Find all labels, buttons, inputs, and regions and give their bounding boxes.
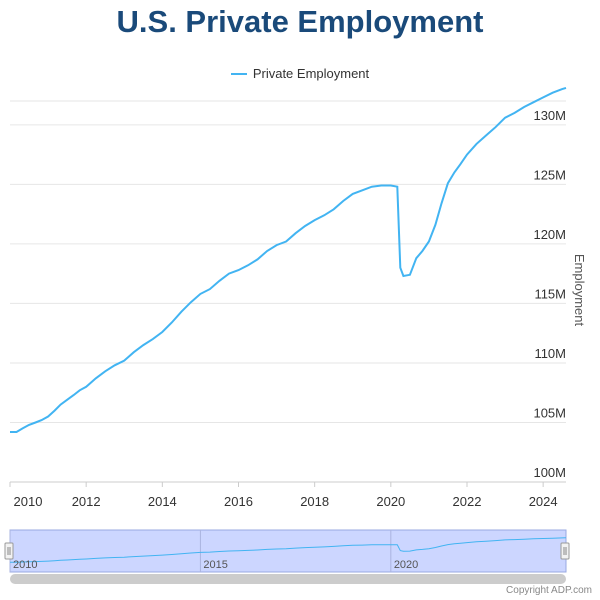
copyright-text: Copyright ADP.com bbox=[506, 585, 592, 596]
y-axis-title: Employment bbox=[572, 254, 587, 327]
x-tick-label: 2024 bbox=[529, 494, 558, 509]
navigator-handle-left[interactable] bbox=[4, 542, 14, 560]
y-tick-label: 125M bbox=[533, 167, 566, 182]
y-axis-ticks: 100M 105M 110M 115M 120M 125M 130M bbox=[533, 108, 566, 480]
y-tick-label: 100M bbox=[533, 465, 566, 480]
x-tick-label: 2014 bbox=[148, 494, 177, 509]
navigator-label: 2010 bbox=[13, 559, 37, 571]
x-tick-label: 2012 bbox=[72, 494, 101, 509]
chart-title: U.S. Private Employment bbox=[116, 4, 484, 39]
x-tick-label: 2016 bbox=[224, 494, 253, 509]
navigator-label: 2020 bbox=[394, 559, 418, 571]
legend[interactable]: Private Employment bbox=[0, 66, 600, 81]
x-tick-label: 2018 bbox=[300, 494, 329, 509]
navigator-selection[interactable] bbox=[9, 529, 567, 573]
y-tick-label: 110M bbox=[534, 346, 566, 361]
x-tick-label: 2022 bbox=[453, 494, 482, 509]
navigator-series-line bbox=[10, 537, 567, 563]
y-tick-label: 105M bbox=[533, 405, 566, 420]
y-tick-label: 115M bbox=[534, 286, 566, 301]
x-tick-label: 2020 bbox=[376, 494, 405, 509]
grid-lines bbox=[10, 100, 566, 483]
y-tick-label: 120M bbox=[533, 227, 566, 242]
series-line-private-employment[interactable] bbox=[10, 86, 567, 433]
x-tick-label: 2010 bbox=[14, 494, 43, 509]
y-tick-label: 130M bbox=[533, 108, 566, 123]
legend-item-private-employment[interactable]: Private Employment bbox=[252, 66, 370, 81]
navigator[interactable]: 2010 2015 2020 bbox=[4, 529, 570, 584]
navigator-handle-right[interactable] bbox=[560, 542, 570, 560]
legend-swatch bbox=[230, 72, 247, 75]
navigator-scrollbar[interactable] bbox=[10, 574, 566, 584]
navigator-labels: 2010 2015 2020 bbox=[13, 559, 418, 571]
x-axis-ticks: 2010 2012 2014 2016 2018 2020 2022 2024 bbox=[9, 482, 558, 509]
navigator-label: 2015 bbox=[203, 559, 227, 571]
